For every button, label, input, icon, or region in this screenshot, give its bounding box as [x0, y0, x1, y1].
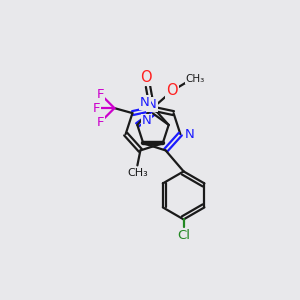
Text: N: N	[147, 98, 157, 111]
Text: F: F	[97, 116, 104, 129]
Text: F: F	[93, 102, 100, 115]
Text: CH₃: CH₃	[127, 168, 148, 178]
Text: N: N	[141, 114, 151, 128]
Text: F: F	[97, 88, 104, 100]
Text: N: N	[184, 128, 194, 140]
Text: Cl: Cl	[177, 229, 190, 242]
Text: O: O	[140, 70, 152, 85]
Text: O: O	[166, 83, 178, 98]
Text: N: N	[140, 96, 150, 109]
Text: CH₃: CH₃	[185, 74, 205, 84]
